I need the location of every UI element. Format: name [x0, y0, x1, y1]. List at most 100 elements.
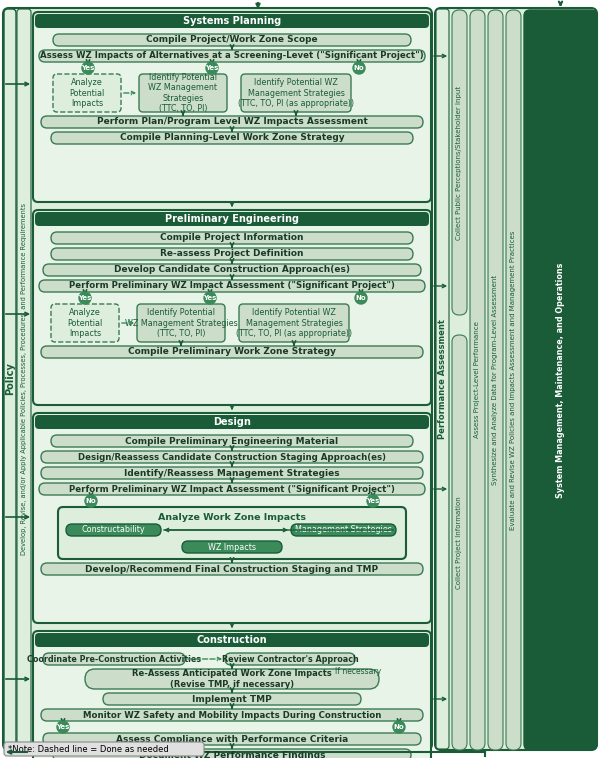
Text: Constructability: Constructability: [82, 525, 145, 534]
Text: System Management, Maintenance, and Operations: System Management, Maintenance, and Oper…: [556, 262, 565, 498]
Text: Identify Potential
WZ Management Strategies
(TTC, TO, PI): Identify Potential WZ Management Strateg…: [125, 308, 238, 338]
FancyBboxPatch shape: [103, 693, 361, 705]
FancyBboxPatch shape: [33, 12, 431, 202]
Text: Document WZ Performance Findings: Document WZ Performance Findings: [139, 750, 325, 758]
Text: Construction: Construction: [197, 635, 268, 645]
Text: Management Strategies: Management Strategies: [295, 525, 392, 534]
Text: Synthesize and Analyze Data for Program-Level Assessment: Synthesize and Analyze Data for Program-…: [493, 275, 499, 485]
Text: If necessary: If necessary: [335, 666, 381, 675]
FancyBboxPatch shape: [225, 653, 355, 665]
FancyBboxPatch shape: [53, 749, 411, 758]
Text: Analyze
Potential
Impacts: Analyze Potential Impacts: [70, 78, 104, 108]
FancyBboxPatch shape: [35, 212, 429, 226]
FancyBboxPatch shape: [39, 280, 425, 292]
FancyBboxPatch shape: [139, 74, 227, 112]
Text: WZ Impacts: WZ Impacts: [208, 543, 256, 552]
FancyBboxPatch shape: [33, 210, 431, 405]
Text: Identify Potential
WZ Management
Strategies
(TTC, TO, PI): Identify Potential WZ Management Strateg…: [149, 73, 218, 113]
Text: Yes: Yes: [56, 724, 70, 730]
Text: Perform Preliminary WZ Impact Assessment ("Significant Project"): Perform Preliminary WZ Impact Assessment…: [69, 281, 395, 290]
FancyBboxPatch shape: [66, 524, 161, 536]
FancyBboxPatch shape: [41, 467, 423, 479]
FancyBboxPatch shape: [51, 232, 413, 244]
Text: Assess WZ Impacts of Alternatives at a Screening-Levet ("Significant Project"): Assess WZ Impacts of Alternatives at a S…: [40, 52, 424, 61]
FancyBboxPatch shape: [137, 304, 225, 342]
Circle shape: [355, 292, 367, 304]
FancyBboxPatch shape: [39, 50, 425, 62]
Text: Identify Potential WZ
Management Strategies
(TTC, TO, PI (as appropriate)): Identify Potential WZ Management Strateg…: [236, 308, 352, 338]
Text: Assess Project-Level Performance: Assess Project-Level Performance: [475, 321, 481, 438]
FancyBboxPatch shape: [435, 8, 597, 750]
Text: Yes: Yes: [79, 295, 92, 301]
FancyBboxPatch shape: [51, 248, 413, 260]
FancyBboxPatch shape: [35, 14, 429, 28]
FancyBboxPatch shape: [41, 451, 423, 463]
Text: Develop/Recommend Final Construction Staging and TMP: Develop/Recommend Final Construction Sta…: [85, 565, 379, 574]
FancyBboxPatch shape: [488, 10, 503, 750]
Text: Identify/Reassess Management Strategies: Identify/Reassess Management Strategies: [124, 468, 340, 478]
FancyBboxPatch shape: [43, 653, 185, 665]
FancyBboxPatch shape: [53, 74, 121, 112]
FancyBboxPatch shape: [524, 10, 597, 750]
FancyBboxPatch shape: [241, 74, 351, 112]
Text: Compile Project/Work Zone Scope: Compile Project/Work Zone Scope: [146, 36, 318, 45]
FancyBboxPatch shape: [470, 10, 485, 750]
Text: Identify Potential WZ
Management Strategies
(TTC, TO, PI (as appropriate)): Identify Potential WZ Management Strateg…: [238, 78, 354, 108]
Text: Re-assess Project Definition: Re-assess Project Definition: [160, 249, 304, 258]
Circle shape: [367, 495, 379, 507]
FancyBboxPatch shape: [239, 304, 349, 342]
Circle shape: [393, 721, 405, 733]
FancyBboxPatch shape: [58, 507, 406, 559]
FancyBboxPatch shape: [35, 415, 429, 429]
FancyBboxPatch shape: [41, 346, 423, 358]
Text: Design/Reassess Candidate Construction Staging Approach(es): Design/Reassess Candidate Construction S…: [78, 453, 386, 462]
FancyBboxPatch shape: [291, 524, 396, 536]
FancyBboxPatch shape: [17, 9, 31, 749]
Text: Compile Preliminary Work Zone Strategy: Compile Preliminary Work Zone Strategy: [128, 347, 336, 356]
Text: Develop, Revise, and/or Apply Applicable Policies, Processes, Procedures, and Pe: Develop, Revise, and/or Apply Applicable…: [21, 203, 27, 555]
Text: Compile Planning-Level Work Zone Strategy: Compile Planning-Level Work Zone Strateg…: [119, 133, 344, 143]
Text: Yes: Yes: [203, 295, 217, 301]
Text: Design: Design: [213, 417, 251, 427]
FancyBboxPatch shape: [506, 10, 521, 750]
Text: No: No: [394, 724, 404, 730]
FancyBboxPatch shape: [452, 10, 467, 315]
Text: Monitor WZ Safety and Mobility Impacts During Construction: Monitor WZ Safety and Mobility Impacts D…: [83, 710, 381, 719]
FancyBboxPatch shape: [41, 116, 423, 128]
FancyBboxPatch shape: [35, 633, 429, 647]
Circle shape: [79, 292, 91, 304]
Text: Yes: Yes: [367, 498, 380, 504]
Text: Evaluate and Revise WZ Policies and Impacts Assessment and Management Practices: Evaluate and Revise WZ Policies and Impa…: [511, 230, 517, 530]
Text: Policy: Policy: [5, 362, 15, 396]
Text: Compile Project Information: Compile Project Information: [160, 233, 304, 243]
Text: Perform Plan/Program Level WZ Impacts Assessment: Perform Plan/Program Level WZ Impacts As…: [97, 117, 367, 127]
FancyBboxPatch shape: [3, 8, 432, 750]
Circle shape: [206, 62, 218, 74]
Text: Analyze
Potential
Impacts: Analyze Potential Impacts: [67, 308, 103, 338]
Text: Perform Preliminary WZ Impact Assessment ("Significant Project"): Perform Preliminary WZ Impact Assessment…: [69, 484, 395, 493]
FancyBboxPatch shape: [436, 9, 449, 749]
Text: Review Contractor's Approach: Review Contractor's Approach: [221, 654, 358, 663]
FancyBboxPatch shape: [452, 335, 467, 750]
FancyBboxPatch shape: [43, 733, 421, 745]
Text: Systems Planning: Systems Planning: [183, 16, 281, 26]
Text: Coordinate Pre-Construction Activities: Coordinate Pre-Construction Activities: [27, 654, 201, 663]
Text: Preliminary Engineering: Preliminary Engineering: [165, 214, 299, 224]
FancyBboxPatch shape: [182, 541, 282, 553]
Text: Collect Public Perceptions/Stakeholder Input: Collect Public Perceptions/Stakeholder I…: [457, 86, 463, 240]
Text: Yes: Yes: [82, 65, 95, 71]
FancyBboxPatch shape: [53, 34, 411, 46]
Text: Develop Candidate Construction Approach(es): Develop Candidate Construction Approach(…: [114, 265, 350, 274]
FancyBboxPatch shape: [51, 304, 119, 342]
Text: *Note: Dashed line = Done as needed: *Note: Dashed line = Done as needed: [8, 744, 169, 753]
FancyBboxPatch shape: [51, 435, 413, 447]
FancyBboxPatch shape: [51, 132, 413, 144]
Text: No: No: [86, 498, 97, 504]
Text: Yes: Yes: [205, 65, 218, 71]
FancyBboxPatch shape: [4, 9, 16, 749]
FancyBboxPatch shape: [33, 631, 431, 758]
FancyBboxPatch shape: [41, 709, 423, 721]
FancyBboxPatch shape: [43, 264, 421, 276]
Circle shape: [85, 495, 97, 507]
Circle shape: [57, 721, 69, 733]
